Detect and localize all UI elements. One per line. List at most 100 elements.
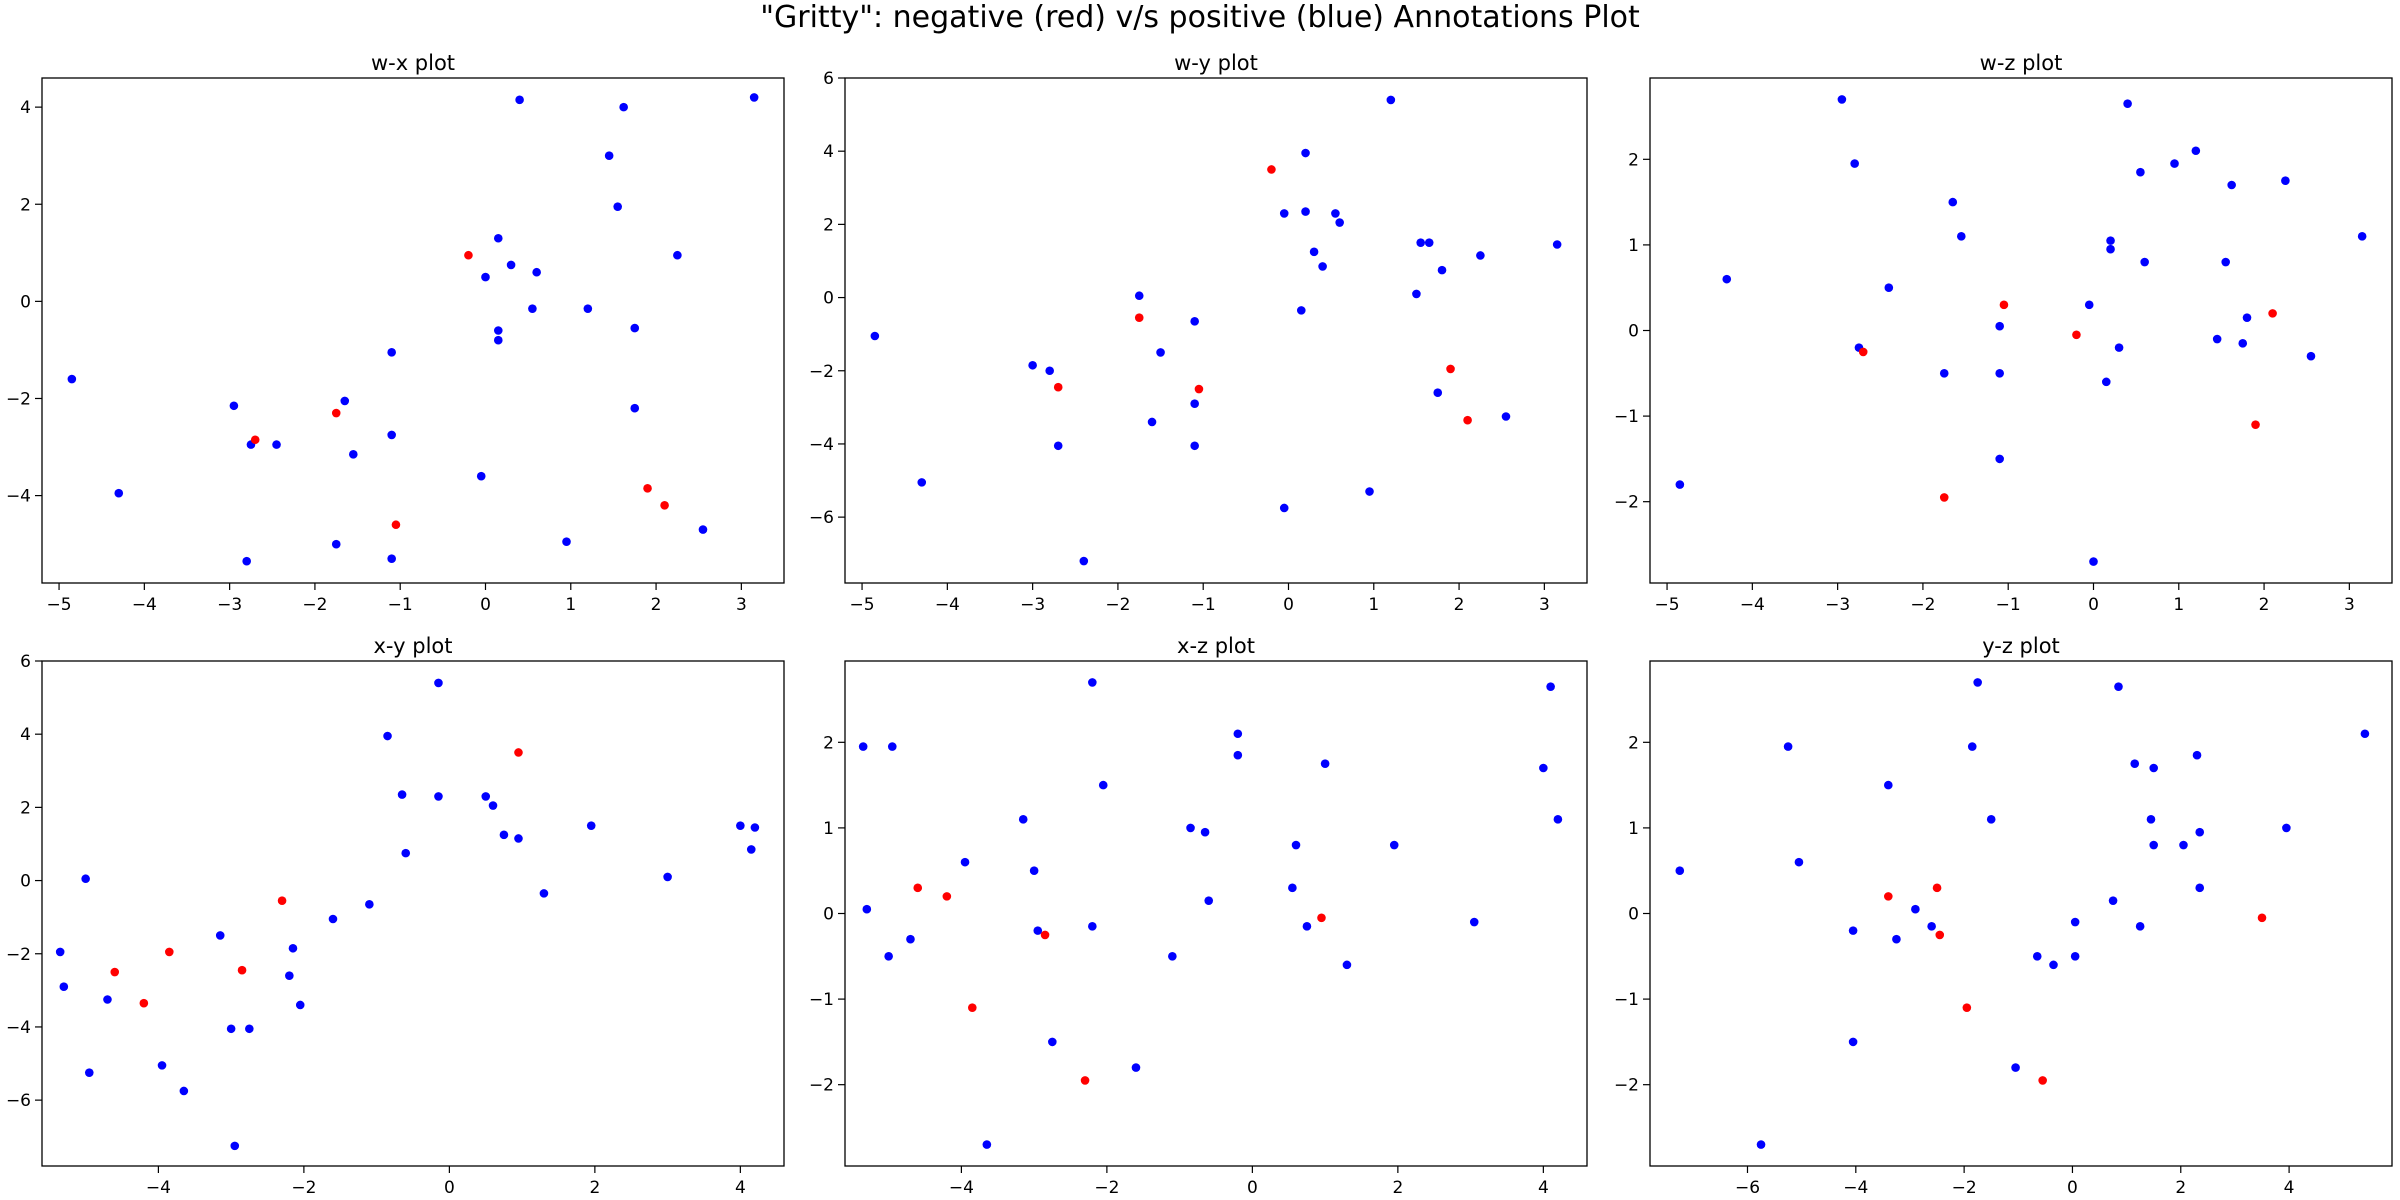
data-point <box>1200 827 1210 837</box>
data-point <box>245 1024 254 1034</box>
data-point <box>2360 729 2370 739</box>
data-point <box>1848 926 1858 935</box>
data-point <box>1552 240 1562 249</box>
data-point <box>1048 1037 1057 1047</box>
y-tick-label: −1 <box>1614 407 1639 427</box>
data-point <box>285 971 294 981</box>
x-tick-label: 0 <box>2088 595 2099 615</box>
data-point <box>1204 896 1214 905</box>
x-tick-label: −4 <box>935 595 960 615</box>
data-point <box>2281 176 2290 186</box>
data-point <box>663 872 672 882</box>
data-point <box>1386 95 1396 105</box>
data-point <box>1884 283 1894 293</box>
data-point <box>1186 823 1195 833</box>
data-point <box>103 995 112 1004</box>
data-point <box>2227 180 2236 190</box>
data-point <box>476 471 486 481</box>
data-point <box>1884 892 1893 901</box>
data-point <box>619 102 628 112</box>
y-tick-label: −2 <box>6 945 31 965</box>
data-point <box>481 272 490 282</box>
data-point <box>110 967 120 977</box>
data-point <box>1967 742 1977 751</box>
x-tick-label: −2 <box>291 1178 316 1198</box>
data-point <box>906 934 915 944</box>
data-point <box>179 1086 189 1096</box>
data-point <box>1995 454 2004 464</box>
data-point <box>1029 866 1039 876</box>
y-tick-label: 0 <box>20 292 31 312</box>
data-point <box>2146 815 2156 824</box>
data-point <box>1783 742 1793 751</box>
x-tick-label: −5 <box>47 595 72 615</box>
data-point <box>1794 857 1804 867</box>
data-point <box>2070 917 2080 927</box>
data-point <box>514 834 523 843</box>
x-tick-label: −2 <box>1952 1178 1977 1198</box>
data-point <box>1986 815 1996 824</box>
y-tick-label: −2 <box>1614 1076 1639 1096</box>
data-point <box>1134 291 1144 301</box>
data-point <box>2114 343 2124 352</box>
data-point <box>2212 334 2222 344</box>
data-point <box>2268 309 2277 318</box>
data-point <box>1927 922 1936 931</box>
data-point <box>913 883 923 893</box>
data-point <box>506 260 516 270</box>
data-point <box>1320 759 1330 769</box>
data-point <box>2306 351 2316 361</box>
data-point <box>59 982 69 991</box>
data-point <box>434 792 443 801</box>
data-point <box>397 790 407 799</box>
data-point <box>2238 339 2248 348</box>
data-point <box>1437 265 1447 275</box>
data-point <box>242 556 251 566</box>
data-point <box>2011 1063 2020 1072</box>
data-point <box>884 951 893 961</box>
y-tick-label: 1 <box>1628 819 1639 839</box>
data-point <box>1939 493 1949 502</box>
x-tick-label: −4 <box>1843 1178 1868 1198</box>
data-point <box>230 1141 240 1151</box>
data-point <box>165 947 174 957</box>
data-point <box>2106 244 2115 254</box>
y-tick-label: 2 <box>20 798 31 818</box>
subplot-title: y-z plot <box>1982 634 2060 658</box>
data-point <box>1956 232 1966 241</box>
data-point <box>488 801 498 810</box>
data-point <box>2070 951 2080 961</box>
data-point <box>1131 1063 1141 1072</box>
data-point <box>643 484 652 493</box>
x-tick-label: 1 <box>1368 595 1379 615</box>
x-tick-label: 4 <box>2284 1178 2295 1198</box>
data-point <box>277 896 287 905</box>
y-tick-label: −2 <box>1614 493 1639 513</box>
x-tick-label: 4 <box>1538 1178 1549 1198</box>
data-point <box>1301 207 1310 216</box>
y-tick-label: 2 <box>823 215 834 235</box>
data-point <box>1424 238 1434 247</box>
data-point <box>562 537 571 547</box>
data-point <box>1722 274 1732 284</box>
x-tick-label: −1 <box>1996 595 2021 615</box>
x-tick-label: −2 <box>302 595 327 615</box>
data-point <box>539 889 549 898</box>
data-point <box>2192 750 2202 760</box>
x-tick-label: −3 <box>1020 595 1045 615</box>
data-point <box>1884 780 1893 790</box>
data-point <box>67 374 77 384</box>
data-point <box>1134 313 1144 322</box>
data-point <box>1168 951 1177 961</box>
y-tick-label: −6 <box>809 508 834 528</box>
data-point <box>348 450 358 459</box>
data-point <box>673 250 682 260</box>
data-point <box>81 874 90 884</box>
data-point <box>2149 840 2158 850</box>
x-tick-label: −1 <box>1191 595 1216 615</box>
data-point <box>1309 247 1319 257</box>
data-point <box>1389 840 1399 850</box>
data-point <box>2179 840 2188 850</box>
data-point <box>1147 417 1157 427</box>
data-point <box>331 408 341 418</box>
